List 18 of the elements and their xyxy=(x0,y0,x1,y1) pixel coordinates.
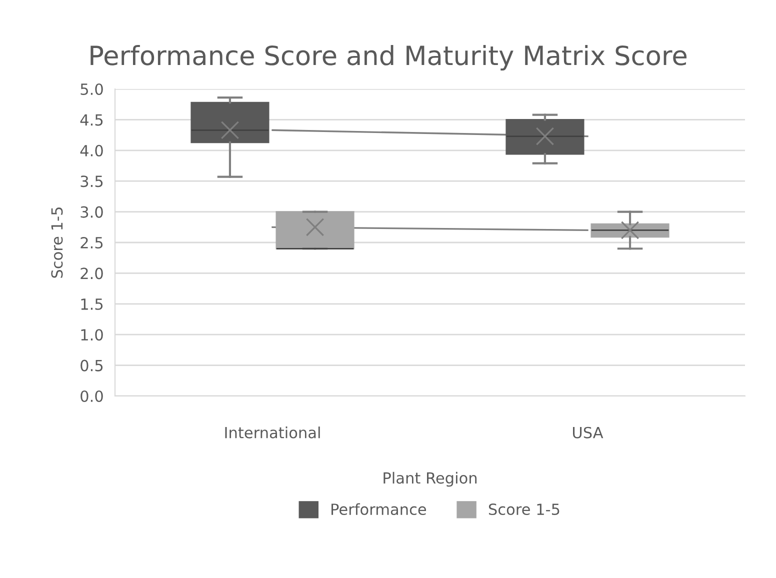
y-tick-label: 0.5 xyxy=(80,360,103,372)
x-tick-label: International xyxy=(225,426,320,438)
y-tick-label: 2.5 xyxy=(80,236,103,249)
x-tick-label: USA xyxy=(573,426,604,438)
y-tick-label: 1.0 xyxy=(81,329,103,341)
y-tick-label: 3.0 xyxy=(80,206,103,218)
y-tick-label: 0.0 xyxy=(80,390,103,402)
y-tick-label: 2.0 xyxy=(80,268,103,280)
legend-label: Score 1-5 xyxy=(488,503,560,516)
y-tick-label: 1.5 xyxy=(81,298,103,310)
y-tick-label: 4.0 xyxy=(80,144,103,156)
chart-title: Performance Score and Maturity Matrix Score xyxy=(90,45,687,71)
legend-label: Performance xyxy=(332,503,426,516)
x-axis-title: Plant Region xyxy=(384,472,477,487)
y-tick-label: 5.0 xyxy=(80,83,103,96)
y-tick-label: 4.5 xyxy=(80,114,103,126)
y-tick-label: 3.5 xyxy=(80,176,103,188)
y-axis-title: Score 1-5 xyxy=(51,208,63,278)
